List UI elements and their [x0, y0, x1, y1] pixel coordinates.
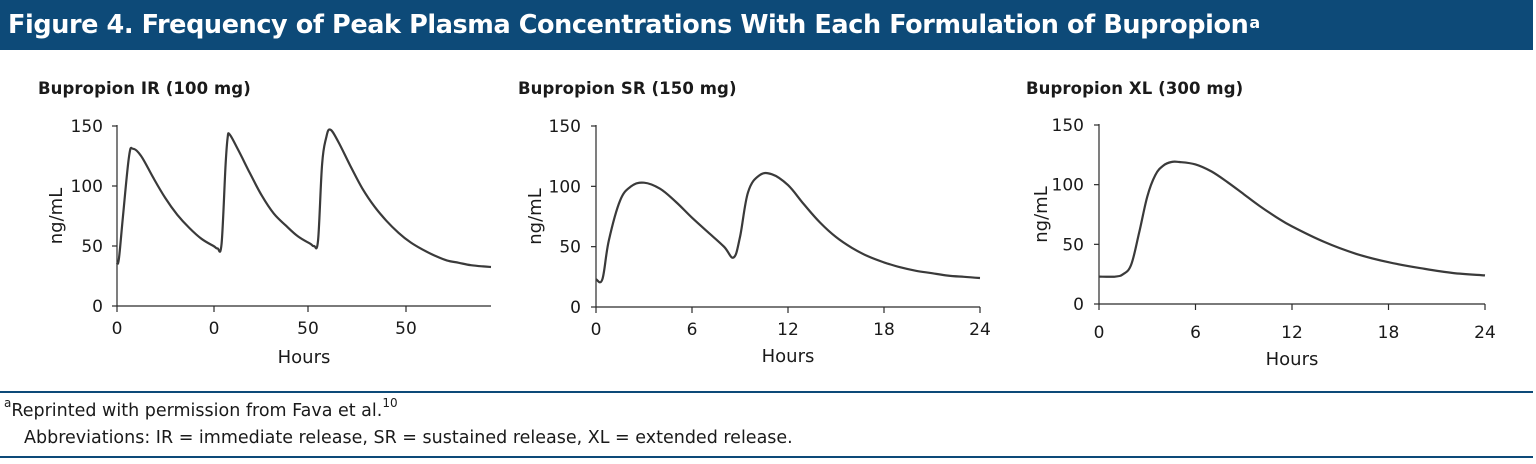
y-tick-label: 50 [559, 238, 581, 258]
footnote-abbreviations: Abbreviations: IR = immediate release, S… [24, 428, 793, 448]
y-tick-label: 50 [81, 237, 103, 257]
y-tick-label: 0 [570, 298, 581, 318]
y-tick-label: 50 [1062, 235, 1084, 255]
x-axis-label: Hours [1266, 349, 1319, 370]
y-axis-label: ng/mL [1031, 186, 1052, 242]
x-tick-label: 18 [1378, 323, 1400, 343]
footnote-divider-bottom [0, 456, 1533, 458]
y-tick-label: 150 [71, 117, 103, 137]
x-axis-label: Hours [278, 347, 331, 368]
y-tick-label: 0 [1073, 295, 1084, 315]
y-tick-label: 150 [549, 117, 581, 137]
figure-title: Figure 4. Frequency of Peak Plasma Conce… [8, 10, 1249, 40]
y-tick-label: 100 [71, 177, 103, 197]
x-tick-label: 6 [1190, 323, 1201, 343]
figure-title-footnote-marker: a [1249, 12, 1260, 32]
panel-title-sr: Bupropion SR (150 mg) [518, 79, 737, 98]
x-tick-label: 0 [591, 320, 602, 340]
y-tick-label: 100 [1052, 176, 1084, 196]
panel-title-ir: Bupropion IR (100 mg) [38, 79, 251, 98]
x-tick-label: 12 [777, 320, 799, 340]
concentration-line [115, 128, 492, 269]
chart-xl: 0 50 100 150 0 6 12 18 24 Hours ng/mL [1031, 116, 1496, 370]
y-tick-label: 150 [1052, 116, 1084, 136]
y-tick-label: 100 [549, 177, 581, 197]
footnote-divider-top [0, 391, 1533, 393]
footnote-reference-number: 10 [382, 396, 398, 410]
figure-title-bar: Figure 4. Frequency of Peak Plasma Conce… [0, 0, 1533, 50]
y-tick-label: 0 [92, 297, 103, 317]
footnote-marker: a [4, 396, 12, 410]
footnote-reprint: aReprinted with permission from Fava et … [4, 396, 398, 421]
x-tick-label: 0 [112, 319, 123, 339]
x-tick-label: 24 [1474, 323, 1496, 343]
x-tick-label: 24 [969, 320, 991, 340]
y-axis-label: ng/mL [525, 188, 546, 244]
x-tick-label: 0 [1094, 323, 1105, 343]
panel-title-xl: Bupropion XL (300 mg) [1026, 79, 1244, 98]
x-tick-label: 6 [687, 320, 698, 340]
y-axis-label: ng/mL [46, 188, 67, 244]
x-tick-label: 12 [1281, 323, 1303, 343]
chart-sr: 0 50 100 150 0 6 12 18 24 Hours ng/mL [525, 117, 991, 367]
x-axis-label: Hours [762, 346, 815, 367]
concentration-line [1098, 160, 1486, 278]
footnote-reprint-text: Reprinted with permission from Fava et a… [11, 400, 383, 421]
x-tick-label: 18 [873, 320, 895, 340]
concentration-line [595, 171, 981, 284]
x-tick-label: 0 [209, 319, 220, 339]
x-tick-label: 50 [297, 319, 319, 339]
x-tick-label: 50 [395, 319, 417, 339]
